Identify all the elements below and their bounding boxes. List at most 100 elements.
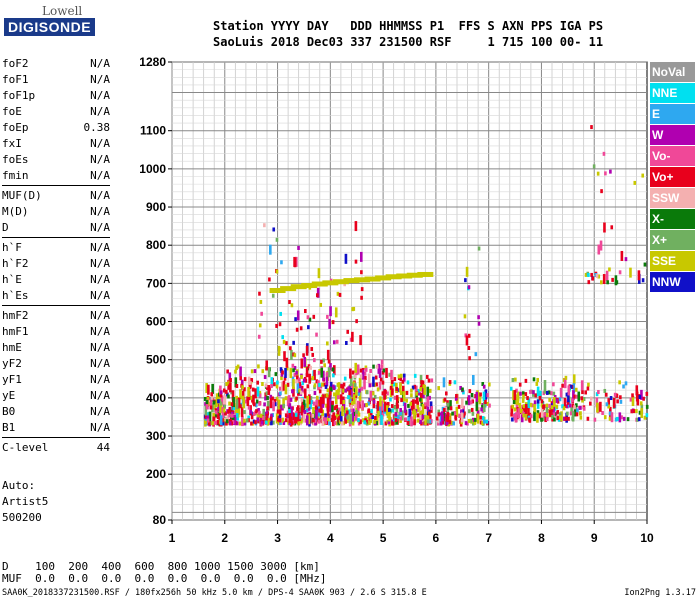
echo-mark (313, 383, 317, 388)
echo-mark (442, 377, 446, 388)
echo-mark (416, 407, 420, 412)
echo-mark (452, 421, 456, 426)
echo-mark (428, 395, 431, 400)
echo-mark (579, 411, 582, 416)
header-line-1: Station YYYY DAY DDD HHMMSS P1 FFS S AXN… (213, 19, 604, 33)
echo-mark (297, 421, 300, 426)
echo-mark (352, 394, 356, 405)
param-row: h`F N/A (2, 240, 110, 256)
echo-mark (289, 368, 293, 379)
echo-mark (296, 310, 300, 321)
echo-mark (330, 418, 334, 423)
echo-mark (567, 392, 570, 403)
f-trace-point (269, 288, 286, 293)
echo-mark (290, 409, 293, 420)
echo-mark (216, 414, 220, 419)
echo-mark (266, 395, 269, 400)
x-tick-label: 7 (485, 531, 492, 545)
echo-mark (283, 376, 287, 381)
echo-mark (302, 399, 306, 410)
echo-mark (394, 412, 398, 417)
echo-mark (229, 418, 233, 423)
echo-mark (211, 383, 214, 394)
echo-mark (359, 368, 363, 373)
echo-mark (316, 287, 320, 298)
echo-mark (258, 323, 262, 328)
x-tick-label: 2 (221, 531, 228, 545)
echo-mark (300, 419, 303, 424)
echo-mark (290, 406, 293, 411)
echo-mark (273, 398, 277, 403)
echo-mark (421, 380, 425, 385)
echo-mark (251, 421, 255, 426)
y-tick-label: 800 (146, 238, 166, 252)
param-name: B1 (2, 421, 16, 434)
param-name: foF2 (2, 57, 29, 70)
echo-mark (327, 359, 331, 364)
echo-mark (569, 384, 573, 389)
echo-mark (336, 395, 340, 400)
echo-mark (526, 396, 529, 401)
echo-mark (632, 409, 636, 414)
param-value: N/A (90, 137, 110, 150)
echo-mark (584, 390, 588, 395)
echo-mark (235, 413, 239, 418)
echo-mark (393, 395, 397, 400)
auto-version: 500200 (2, 511, 42, 524)
echo-mark (228, 401, 231, 406)
x-tick-label: 1 (169, 531, 176, 545)
echo-mark (414, 399, 418, 404)
param-row: hmF1 N/A (2, 324, 110, 340)
echo-mark (410, 393, 413, 398)
echo-mark (288, 300, 291, 305)
echo-mark (355, 386, 358, 397)
echo-mark (322, 370, 325, 381)
echo-mark (315, 399, 319, 410)
echo-mark (306, 398, 309, 409)
autoscale-info: Auto: Artist5 500200 (2, 478, 48, 526)
param-value: N/A (90, 153, 110, 166)
echo-mark (390, 404, 394, 409)
echo-mark (600, 280, 603, 285)
echo-mark (567, 416, 570, 421)
echo-mark (246, 396, 250, 407)
echo-mark (339, 411, 343, 422)
echo-mark (261, 415, 265, 420)
echo-mark (527, 408, 530, 419)
echo-mark (520, 412, 524, 423)
echo-mark (262, 408, 265, 419)
echo-mark (533, 400, 537, 405)
echo-mark (408, 408, 412, 419)
echo-mark (334, 394, 338, 405)
echo-mark (283, 351, 286, 362)
echo-mark (396, 404, 399, 409)
echo-mark (541, 417, 545, 422)
echo-mark (376, 387, 380, 392)
echo-mark (298, 382, 302, 387)
echo-mark (349, 376, 353, 387)
echo-mark (511, 378, 515, 383)
echo-mark (599, 240, 603, 251)
echo-mark (572, 383, 576, 394)
echo-mark (427, 378, 431, 383)
echo-mark (395, 386, 399, 391)
echo-mark (426, 411, 430, 422)
echo-mark (205, 399, 209, 410)
echo-mark (579, 415, 583, 420)
echo-mark (468, 389, 472, 394)
echo-mark (477, 392, 480, 403)
echo-mark (371, 415, 375, 420)
echo-mark (629, 397, 633, 402)
echo-mark (549, 412, 552, 417)
y-tick-label: 80 (153, 513, 167, 527)
echo-mark (426, 386, 430, 397)
echo-mark (475, 391, 479, 402)
echo-mark (369, 390, 373, 401)
echo-mark (321, 415, 325, 426)
echo-mark (350, 388, 353, 399)
echo-mark (297, 405, 300, 410)
f-trace-point (354, 277, 370, 283)
echo-mark (228, 413, 231, 418)
echo-mark (382, 398, 385, 403)
echo-mark (354, 362, 358, 373)
